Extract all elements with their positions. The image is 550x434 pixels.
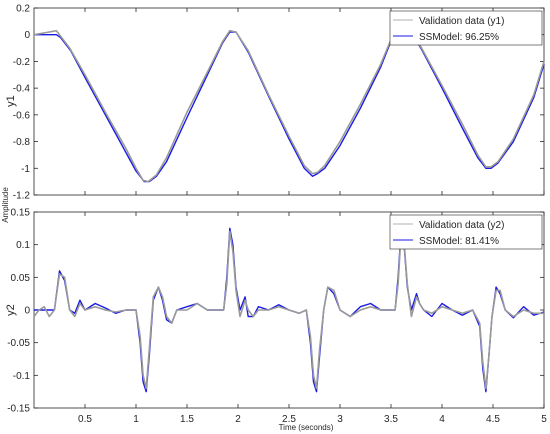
y-tick-label-y1: -0.2 (13, 57, 31, 68)
y-tick-label-y1: 0.2 (16, 4, 30, 15)
x-tick-label-y2: 0.5 (78, 414, 92, 425)
legend-box-y2 (389, 214, 543, 250)
shared-x-label: Time (seconds) (279, 423, 334, 432)
series-group-y2 (33, 227, 545, 393)
y-tick-label-y1: -0.4 (13, 84, 31, 95)
y-tick-label-y1: -0.8 (13, 137, 31, 148)
y-tick-label-y1: -1 (21, 164, 30, 175)
legend-label-model-y2: SSModel: 81.41% (419, 236, 499, 247)
legend-label-validation-y2: Validation data (y2) (419, 220, 504, 231)
y-tick-label-y1: -1.2 (13, 191, 31, 202)
y-label-y1: y1 (5, 95, 17, 107)
legend-label-validation-y1: Validation data (y1) (419, 16, 504, 27)
legend-y1: Validation data (y1) SSModel: 96.25% (389, 10, 543, 46)
axes-y2: -0.15 -0.1 -0.05 0 0.05 0.1 0.15 0.5 1 1.5 2 2.5 3 3.… (5, 208, 547, 426)
y-tick-label-y2: -0.1 (13, 371, 31, 382)
validation-line-y1 (33, 21, 545, 183)
x-tick-label-y2: 5 (541, 414, 547, 425)
legend-box-y1 (389, 10, 543, 46)
y-tick-label-y2: -0.05 (7, 338, 30, 349)
x-tick-label-y2: 2.5 (282, 414, 296, 425)
legend-y2: Validation data (y2) SSModel: 81.41% (389, 214, 543, 250)
y-tick-label-y1: 0 (24, 30, 30, 41)
shared-y-label: Amplitude (1, 187, 10, 223)
tick-group-y2: -0.15 -0.1 -0.05 0 0.05 0.1 0.15 0.5 1 1.5 2 2.5 3 3.… (7, 208, 547, 426)
y-tick-label-y2: -0.15 (7, 404, 30, 415)
x-tick-label-y2: 3 (337, 414, 343, 425)
y-label-y2: y2 (5, 304, 17, 316)
x-tick-label-y2: 1.5 (180, 414, 194, 425)
validation-line-y2 (33, 230, 544, 390)
y-tick-label-y2: 0.05 (11, 273, 31, 284)
series-group-y1 (33, 21, 545, 183)
y-tick-label-y1: -0.6 (13, 110, 31, 121)
x-tick-label-y2: 4.5 (486, 414, 500, 425)
y-tick-label-y2: 0.1 (16, 240, 30, 251)
y-tick-label-y2: 0.15 (11, 208, 31, 219)
x-tick-label-y2: 1 (133, 414, 139, 425)
y-tick-label-y2: 0 (24, 306, 30, 317)
x-tick-label-y2: 2 (235, 414, 241, 425)
axes-y1: -1.2 -1 -0.8 -0.6 -0.4 -0.2 0 0.2 y1 Validation… (5, 4, 545, 202)
model-line-y1 (34, 23, 545, 183)
x-tick-label-y2: 4 (439, 414, 445, 425)
legend-label-model-y1: SSModel: 96.25% (419, 32, 499, 43)
x-tick-label-y2: 3.5 (384, 414, 398, 425)
